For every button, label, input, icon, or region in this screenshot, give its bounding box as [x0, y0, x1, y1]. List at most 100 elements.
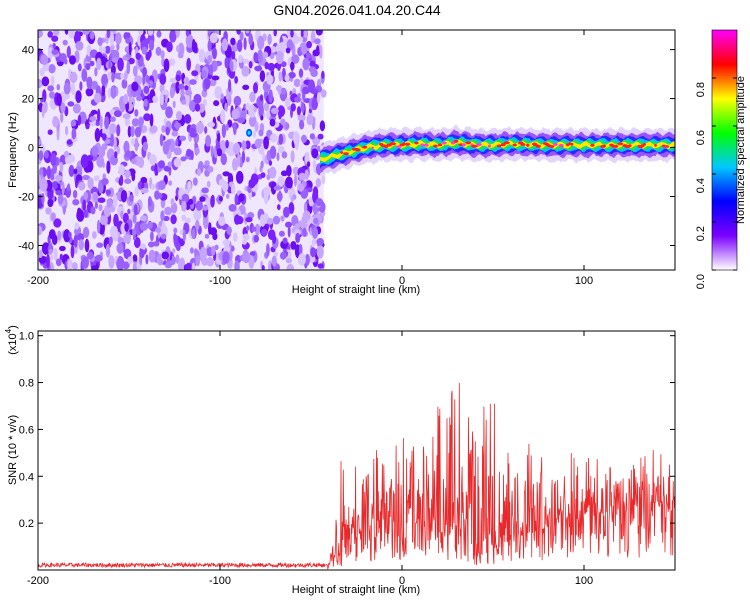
noise-spot	[158, 160, 166, 169]
noise-spot	[55, 190, 62, 196]
noise-spot	[116, 257, 125, 270]
noise-spot	[72, 199, 80, 206]
y-tick-label: 1.0	[19, 331, 34, 343]
noise-spot	[316, 92, 321, 104]
noise-spot	[277, 175, 285, 187]
noise-spot	[253, 82, 258, 94]
noise-spot	[272, 215, 281, 225]
signal-hotspot	[532, 142, 537, 146]
noise-spot	[191, 262, 196, 270]
noise-spot	[170, 214, 177, 225]
noise-spot	[202, 99, 208, 106]
signal-hotspot	[433, 144, 438, 148]
noise-spot	[299, 119, 305, 130]
noise-spot	[46, 165, 52, 180]
noise-spot	[193, 93, 202, 104]
noise-spot	[225, 123, 229, 131]
noise-spot	[38, 174, 42, 184]
spectrogram-signal-trace	[320, 124, 675, 177]
noise-spot	[178, 52, 184, 59]
noise-spot	[233, 142, 241, 155]
noise-spot	[193, 208, 202, 221]
noise-spot	[173, 157, 182, 168]
noise-spot	[191, 228, 196, 240]
noise-spot	[169, 87, 175, 99]
noise-spot	[193, 248, 198, 256]
noise-spot	[186, 148, 192, 157]
noise-spot	[139, 248, 145, 259]
noise-spot	[72, 189, 78, 199]
noise-spot	[213, 100, 220, 107]
snr-ticks: -200 -100 0 100 0.2 0.4 0.6 0.8 1.0	[19, 331, 675, 587]
noise-spot	[232, 157, 238, 171]
noise-spot	[157, 192, 163, 199]
noise-spot	[124, 150, 132, 159]
colorbar-tick-label: 0.0	[695, 274, 707, 289]
signal-hotspot	[512, 143, 517, 147]
noise-spot	[51, 35, 59, 42]
noise-spot	[72, 103, 81, 114]
noise-spot	[225, 139, 229, 149]
noise-spot	[123, 234, 131, 243]
noise-spot	[106, 30, 110, 39]
snr-plot-area	[38, 331, 675, 570]
signal-hotspot	[371, 146, 374, 150]
noise-spot	[85, 63, 91, 71]
noise-spot	[210, 195, 215, 208]
noise-spot	[175, 110, 183, 121]
noise-spot	[59, 53, 67, 62]
noise-spot	[266, 217, 274, 225]
noise-spot	[257, 49, 263, 63]
noise-spot	[260, 172, 266, 179]
signal-hotspot	[536, 144, 541, 148]
signal-hotspot	[526, 143, 530, 147]
noise-spot	[250, 173, 259, 186]
noise-spot	[188, 127, 196, 134]
noise-spot	[293, 131, 299, 145]
y-tick-label: 0.8	[19, 378, 34, 390]
noise-spot	[297, 253, 306, 266]
noise-spot	[226, 226, 232, 235]
noise-spot	[192, 195, 197, 205]
noise-spot	[98, 204, 103, 212]
signal-hotspot	[617, 142, 624, 146]
noise-spot	[321, 70, 325, 79]
noise-spot	[199, 246, 208, 261]
noise-spot	[94, 128, 101, 142]
noise-spot	[148, 49, 152, 58]
noise-spot	[131, 158, 137, 165]
noise-spot	[89, 31, 95, 40]
noise-spot	[67, 259, 73, 270]
noise-spot	[110, 44, 115, 51]
noise-spot	[268, 166, 277, 179]
noise-spot	[249, 251, 256, 257]
noise-spot	[230, 184, 236, 195]
noise-spot	[132, 228, 137, 237]
noise-spot	[159, 92, 164, 106]
noise-spot	[204, 160, 210, 166]
noise-spot	[239, 31, 244, 41]
noise-spot	[111, 49, 120, 60]
noise-spot	[59, 245, 66, 252]
noise-spot	[167, 161, 173, 168]
noise-spot	[61, 181, 65, 196]
noise-spot	[197, 168, 201, 177]
noise-spot	[116, 145, 120, 155]
noise-spot	[163, 58, 170, 72]
noise-spot	[68, 164, 75, 177]
noise-spot	[128, 96, 133, 104]
noise-spot	[238, 193, 245, 202]
noise-spot	[53, 218, 62, 228]
noise-spot	[205, 78, 211, 88]
noise-spot	[311, 97, 319, 110]
noise-spot	[172, 248, 176, 254]
noise-spot	[146, 221, 153, 230]
noise-spot	[221, 123, 227, 138]
noise-spot	[169, 30, 177, 43]
signal-hotspot	[553, 143, 558, 146]
signal-hotspot	[420, 143, 425, 147]
noise-spot	[63, 150, 70, 158]
signal-hotspot	[487, 144, 491, 148]
noise-spot	[123, 248, 132, 260]
